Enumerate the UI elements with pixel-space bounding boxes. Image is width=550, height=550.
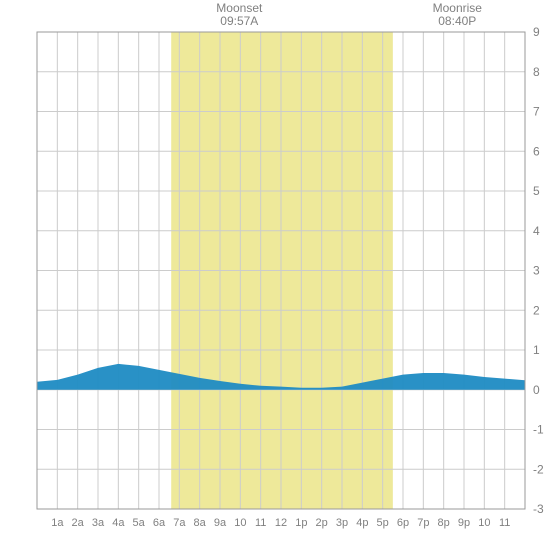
x-tick-label: 2p [316,517,328,529]
y-tick-label: 3 [533,264,540,278]
top-annotation: Moonset09:57A [216,2,262,28]
y-tick-label: -3 [533,502,544,516]
y-tick-label: -1 [533,423,544,437]
x-tick-label: 3a [92,517,105,529]
x-tick-label: 7a [173,517,186,529]
x-tick-label: 8a [194,517,207,529]
x-tick-label: 5p [377,517,389,529]
x-tick-label: 5a [133,517,146,529]
x-tick-label: 8p [438,517,450,529]
y-tick-label: 7 [533,105,540,119]
y-tick-label: -2 [533,462,544,476]
x-tick-label: 6a [153,517,166,529]
y-tick-label: 1 [533,343,540,357]
x-tick-label: 4a [112,517,125,529]
tide-chart: 1a2a3a4a5a6a7a8a9a1011121p2p3p4p5p6p7p8p… [0,0,550,550]
x-tick-label: 2a [72,517,85,529]
top-annotation: Moonrise08:40P [433,2,482,28]
x-tick-label: 1p [295,517,307,529]
x-tick-label: 11 [499,517,510,529]
y-tick-label: 5 [533,184,540,198]
x-tick-label: 12 [275,517,287,529]
x-tick-label: 4p [356,517,368,529]
x-tick-label: 6p [397,517,409,529]
y-tick-label: 0 [533,383,540,397]
x-tick-label: 11 [255,517,266,529]
y-tick-label: 4 [533,224,540,238]
x-tick-label: 10 [234,517,246,529]
x-tick-label: 9p [458,517,470,529]
x-tick-label: 1a [51,517,64,529]
x-tick-label: 10 [478,517,490,529]
x-tick-label: 9a [214,517,227,529]
annotation-time: 08:40P [433,15,482,28]
x-tick-label: 3p [336,517,348,529]
y-tick-label: 9 [533,25,540,39]
chart-svg: 1a2a3a4a5a6a7a8a9a1011121p2p3p4p5p6p7p8p… [0,0,550,550]
annotation-time: 09:57A [216,15,262,28]
y-tick-label: 2 [533,303,540,317]
x-tick-label: 7p [417,517,429,529]
y-tick-label: 6 [533,144,540,158]
y-tick-label: 8 [533,65,540,79]
